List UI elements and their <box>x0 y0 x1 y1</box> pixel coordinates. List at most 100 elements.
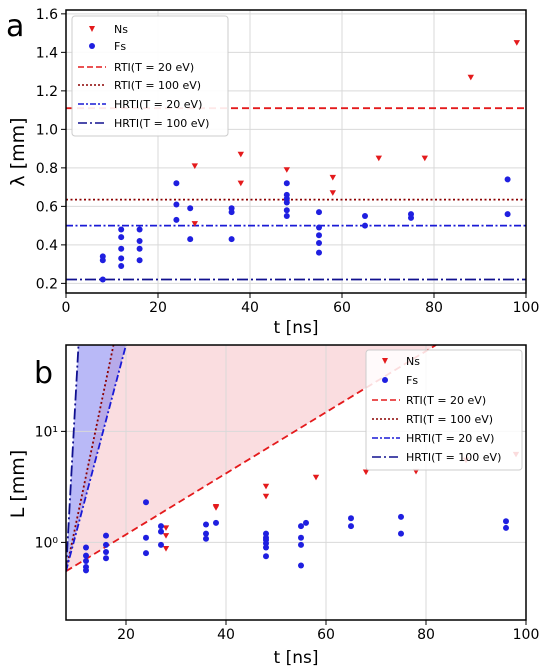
legend-a-rti100: RTI(T = 100 eV) <box>78 79 201 92</box>
data-point-fs <box>83 567 89 574</box>
data-point-fs <box>263 553 269 560</box>
x-tick-label: 40 <box>217 627 235 643</box>
legend-b-hrti20-label: HRTI(T = 20 eV) <box>406 432 494 445</box>
data-point-fs <box>203 535 209 542</box>
data-point-ns <box>329 174 336 181</box>
data-point-fs <box>136 238 143 245</box>
data-point-fs <box>283 212 290 219</box>
data-point-fs <box>503 524 509 531</box>
y-tick-label: 0.2 <box>36 276 58 292</box>
data-point-ns <box>375 155 382 162</box>
legend-a-ns: Ns <box>89 23 128 36</box>
data-point-fs <box>316 224 322 231</box>
data-point-fs <box>118 226 125 233</box>
data-point-ns <box>212 505 220 511</box>
legend-a-rti100-label: RTI(T = 100 eV) <box>114 79 201 92</box>
data-point-fs <box>203 530 209 537</box>
triangle-down-marker <box>89 26 95 32</box>
data-point-fs <box>83 552 89 559</box>
data-point-fs <box>316 209 322 216</box>
data-point-fs <box>348 515 354 522</box>
data-point-ns <box>421 155 428 162</box>
circle-marker <box>89 43 95 49</box>
data-point-fs <box>83 544 89 551</box>
reference-lines-b <box>66 345 437 572</box>
data-point-fs <box>83 557 89 564</box>
data-point-fs <box>298 562 304 569</box>
legend-b-rti100-label: RTI(T = 100 eV) <box>406 413 493 426</box>
y-tick-label: 0.4 <box>36 238 58 254</box>
legend-a-rti20: RTI(T = 20 eV) <box>78 61 194 74</box>
data-point-fs <box>118 245 125 252</box>
data-point-fs <box>263 530 269 537</box>
data-point-fs <box>118 255 125 262</box>
y-tick-label: 0.8 <box>36 161 58 177</box>
y-tick-label: 10¹ <box>35 424 58 440</box>
x-tick-label: 20 <box>117 627 135 643</box>
data-point-ns <box>283 167 290 173</box>
data-point-fs <box>136 245 143 252</box>
legend-a: Ns Fs RTI(T = 20 eV) RTI(T = 100 eV) HRT… <box>71 15 229 137</box>
data-point-fs <box>158 528 164 535</box>
y-tick-label: 1.0 <box>36 122 58 138</box>
data-point-fs <box>187 236 194 243</box>
x-tick-label: 100 <box>513 627 540 643</box>
x-axis-label-b: t [ns] <box>274 648 319 668</box>
data-point-fs <box>136 257 143 264</box>
data-point-fs <box>408 214 414 221</box>
x-tick-label: 80 <box>417 627 435 643</box>
y-tick-label: 1.4 <box>36 45 58 61</box>
x-axis-label-a: t [ns] <box>274 318 319 338</box>
data-point-fs <box>103 541 109 548</box>
data-point-fs <box>503 518 509 525</box>
data-point-fs <box>298 523 304 530</box>
data-point-fs <box>298 541 304 548</box>
y-tick-label: 10⁰ <box>35 535 59 551</box>
data-point-fs <box>99 257 106 264</box>
panel-label-a: a <box>6 9 24 44</box>
legend-a-fs: Fs <box>89 40 126 53</box>
data-point-fs <box>316 249 322 256</box>
data-point-fs <box>203 521 209 528</box>
y-ticks-b: 10⁰ 10¹ <box>35 424 66 551</box>
data-point-fs <box>283 180 290 187</box>
legend-b-fs-label: Fs <box>406 374 418 387</box>
legend-b-rti20-label: RTI(T = 20 eV) <box>406 394 486 407</box>
data-point-fs <box>263 540 269 547</box>
legend-b-hrti100: HRTI(T = 100 eV) <box>372 451 501 464</box>
panel-label-b: b <box>34 356 53 391</box>
x-tick-label: 40 <box>241 300 259 316</box>
y-axis-label-a: λ [mm] <box>7 117 29 186</box>
legend-box-b <box>365 349 523 471</box>
y-axis-label-b: L [mm] <box>7 450 29 518</box>
data-point-fs <box>103 548 109 555</box>
data-point-fs <box>362 222 368 229</box>
data-point-fs <box>362 212 368 219</box>
data-point-ns <box>329 190 336 196</box>
data-point-fs <box>504 176 511 183</box>
data-point-fs <box>398 513 404 520</box>
legend-a-rti20-label: RTI(T = 20 eV) <box>114 61 194 74</box>
data-point-fs <box>158 523 164 530</box>
reference-lines-a <box>66 107 526 281</box>
legend-b: Ns Fs RTI(T = 20 eV) RTI(T = 100 eV) HRT… <box>365 349 523 471</box>
reference-line <box>66 345 437 572</box>
reference-line <box>66 345 127 572</box>
x-tick-label: 20 <box>149 300 167 316</box>
legend-b-hrti100-label: HRTI(T = 100 eV) <box>406 451 501 464</box>
x-tick-label: 60 <box>317 627 335 643</box>
data-point-fs <box>504 211 511 218</box>
x-tick-label: 80 <box>425 300 443 316</box>
data-point-ns <box>237 151 244 158</box>
legend-b-ns-label: Ns <box>406 355 420 368</box>
data-point-fs <box>263 544 269 551</box>
data-point-fs <box>283 207 290 214</box>
legend-a-ns-label: Ns <box>114 23 128 36</box>
data-point-fs <box>103 555 109 562</box>
data-point-ns <box>162 525 170 531</box>
triangle-down-marker <box>382 358 388 364</box>
legend-a-hrti100: HRTI(T = 100 eV) <box>78 117 209 130</box>
data-point-ns <box>467 74 474 81</box>
plot-area-b <box>65 344 527 621</box>
data-point-ns <box>162 545 170 552</box>
